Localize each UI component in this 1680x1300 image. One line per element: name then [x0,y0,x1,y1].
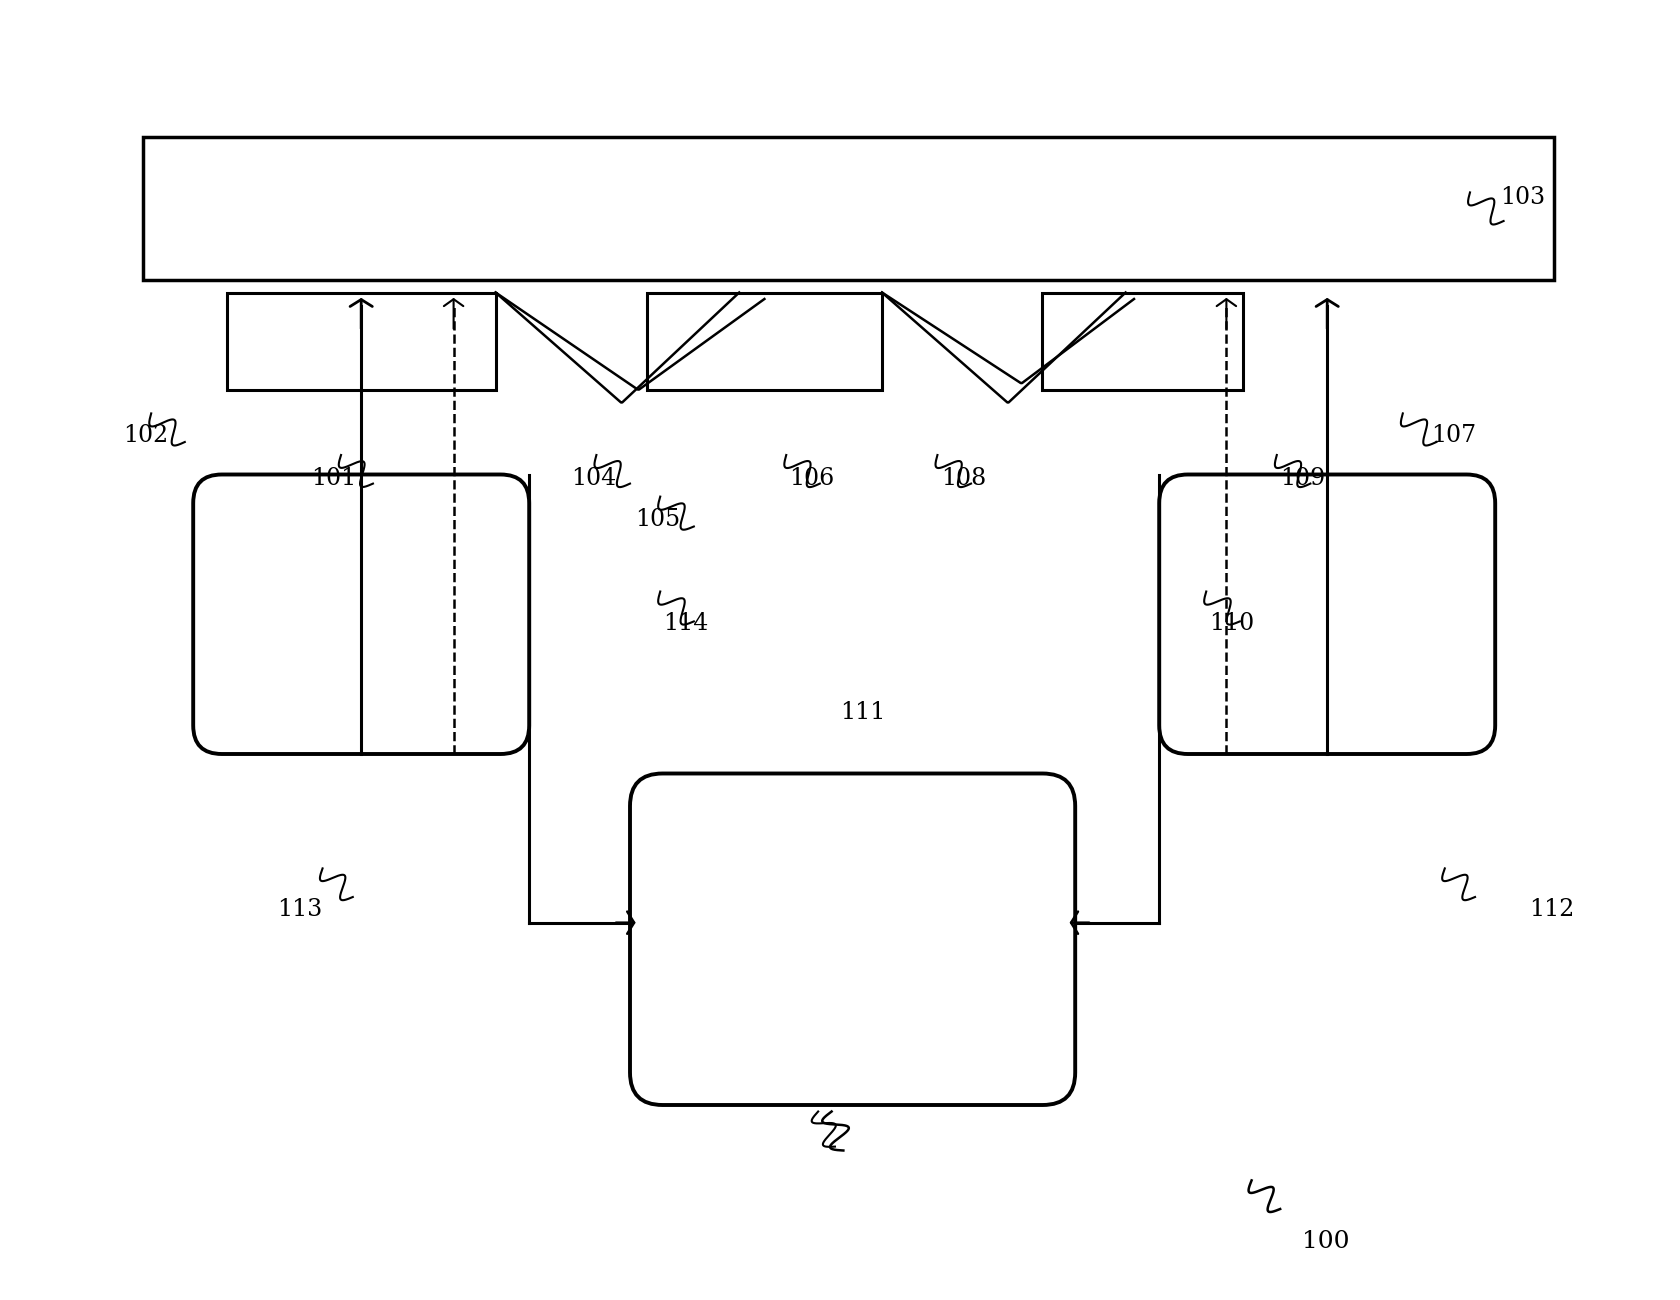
Text: 103: 103 [1500,186,1546,209]
Bar [1042,292,1243,390]
Bar [143,136,1554,280]
Bar [647,292,882,390]
Text: 100: 100 [1302,1230,1349,1253]
Bar [227,292,496,390]
Text: 110: 110 [1210,612,1255,636]
FancyBboxPatch shape [630,774,1075,1105]
Text: 106: 106 [790,467,835,490]
Text: 114: 114 [664,612,709,636]
Text: 105: 105 [635,508,680,532]
Text: 109: 109 [1280,467,1326,490]
Text: 111: 111 [840,701,885,724]
Text: 101: 101 [311,467,356,490]
Text: 113: 113 [277,898,323,922]
Text: 104: 104 [571,467,617,490]
Text: 107: 107 [1431,424,1477,447]
Text: 112: 112 [1529,898,1574,922]
Text: 108: 108 [941,467,986,490]
Text: 102: 102 [123,424,168,447]
FancyBboxPatch shape [1159,474,1495,754]
FancyBboxPatch shape [193,474,529,754]
